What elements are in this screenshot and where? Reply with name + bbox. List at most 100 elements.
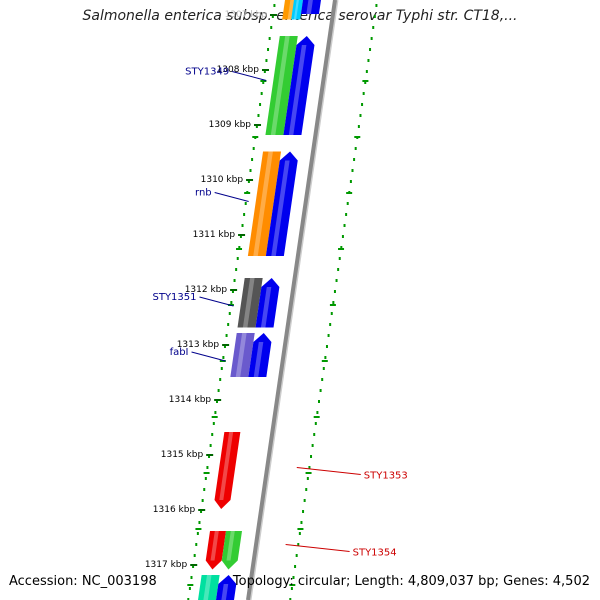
gene-feature (197, 575, 220, 600)
kbp-tick: 1312 kbp (185, 285, 238, 295)
tick-label: 1316 kbp (153, 505, 196, 515)
kbp-tick: 1316 kbp (153, 505, 206, 515)
dash (195, 528, 202, 530)
gene-feature (255, 278, 280, 328)
dot (369, 48, 372, 51)
gene-label-text: STY1354 (353, 548, 397, 559)
dot (231, 290, 234, 293)
dot (223, 345, 226, 348)
tick-label: 1312 kbp (185, 285, 228, 295)
dot (236, 257, 239, 260)
dot (289, 598, 292, 600)
gene-feature (221, 531, 243, 570)
dot (203, 488, 206, 491)
dot (375, 4, 378, 7)
dot (324, 356, 327, 359)
kbp-tick: 1307 kbp (225, 10, 277, 20)
left-dot-ring (187, 4, 276, 600)
dot (305, 488, 308, 491)
dot (359, 114, 362, 117)
dash (236, 248, 243, 250)
dash (219, 360, 226, 362)
gene-feature-highlight (287, 0, 295, 20)
gene-feature-body (291, 0, 303, 20)
gene-feature (300, 0, 322, 14)
dot (365, 70, 368, 73)
tick-label: 1307 kbp (225, 10, 268, 20)
accession-text: Accession: NC_003198 (9, 574, 157, 589)
gene-feature-body (265, 36, 298, 135)
kbp-ticks: 1307 kbp 1308 kbp 1309 kbp 1310 kbp 1311 kbp… (145, 10, 277, 570)
gene-feature-highlight (226, 531, 235, 561)
tick-label: 1313 kbp (177, 340, 220, 350)
dot (249, 169, 252, 172)
dot (239, 235, 242, 238)
right-dot-ring (289, 4, 378, 600)
kbp-tick: 1311 kbp (193, 230, 246, 240)
dot (316, 411, 319, 414)
gene-feature (283, 36, 315, 135)
dot (198, 521, 201, 524)
gene-feature-highlight (242, 278, 255, 328)
dash (313, 416, 320, 418)
dot (300, 521, 303, 524)
dash (244, 192, 251, 194)
dot (238, 246, 241, 249)
dash (211, 416, 218, 418)
tick-mark (206, 454, 214, 456)
dash (338, 248, 345, 250)
gene-feature (247, 151, 282, 256)
gc-content-dots (187, 4, 378, 600)
dot (214, 411, 217, 414)
dot (367, 59, 370, 62)
dot (265, 59, 268, 62)
gene-feature-highlight (253, 342, 264, 377)
dot (243, 213, 246, 216)
kbp-tick: 1309 kbp (209, 120, 262, 130)
gene-feature (265, 36, 298, 135)
gene-feature (248, 333, 272, 377)
dot (343, 224, 346, 227)
dot (313, 433, 316, 436)
gene-label: STY1349 (185, 67, 267, 81)
dot (303, 499, 306, 502)
gene-feature-body (248, 333, 272, 377)
dot (260, 92, 263, 95)
dot (292, 576, 295, 579)
gene-feature (214, 432, 241, 509)
dot (321, 378, 324, 381)
gene-label: STY1353 (296, 467, 408, 482)
gene-feature-body (197, 575, 220, 600)
tick-label: 1308 kbp (217, 65, 260, 75)
kbp-tick: 1315 kbp (161, 450, 214, 460)
gene-feature (291, 0, 303, 20)
backbone (246, 0, 339, 600)
kbp-tick: 1310 kbp (201, 175, 254, 185)
gene-feature-body (283, 36, 315, 135)
gene-feature-body (247, 151, 282, 256)
gene-feature-highlight (219, 432, 234, 500)
gene-feature (265, 151, 298, 256)
gene-feature (216, 575, 237, 600)
dot (311, 444, 314, 447)
dash (354, 136, 361, 138)
dot (252, 147, 255, 150)
leader-line (285, 544, 350, 552)
dot (335, 279, 338, 282)
dot (364, 81, 367, 84)
gene-feature-highlight (306, 0, 313, 14)
dot (351, 169, 354, 172)
dot (192, 565, 195, 568)
dot (267, 48, 270, 51)
gene-feature-body (221, 531, 243, 570)
dot (271, 15, 274, 18)
gene-label: rnb (195, 188, 249, 202)
dash (203, 472, 210, 474)
kbp-tick: 1317 kbp (145, 560, 198, 570)
dot (349, 180, 352, 183)
dot (310, 455, 313, 458)
tick-mark (190, 564, 198, 566)
tick-mark (246, 179, 254, 181)
gene-feature-body (265, 151, 298, 256)
dot (354, 147, 357, 150)
